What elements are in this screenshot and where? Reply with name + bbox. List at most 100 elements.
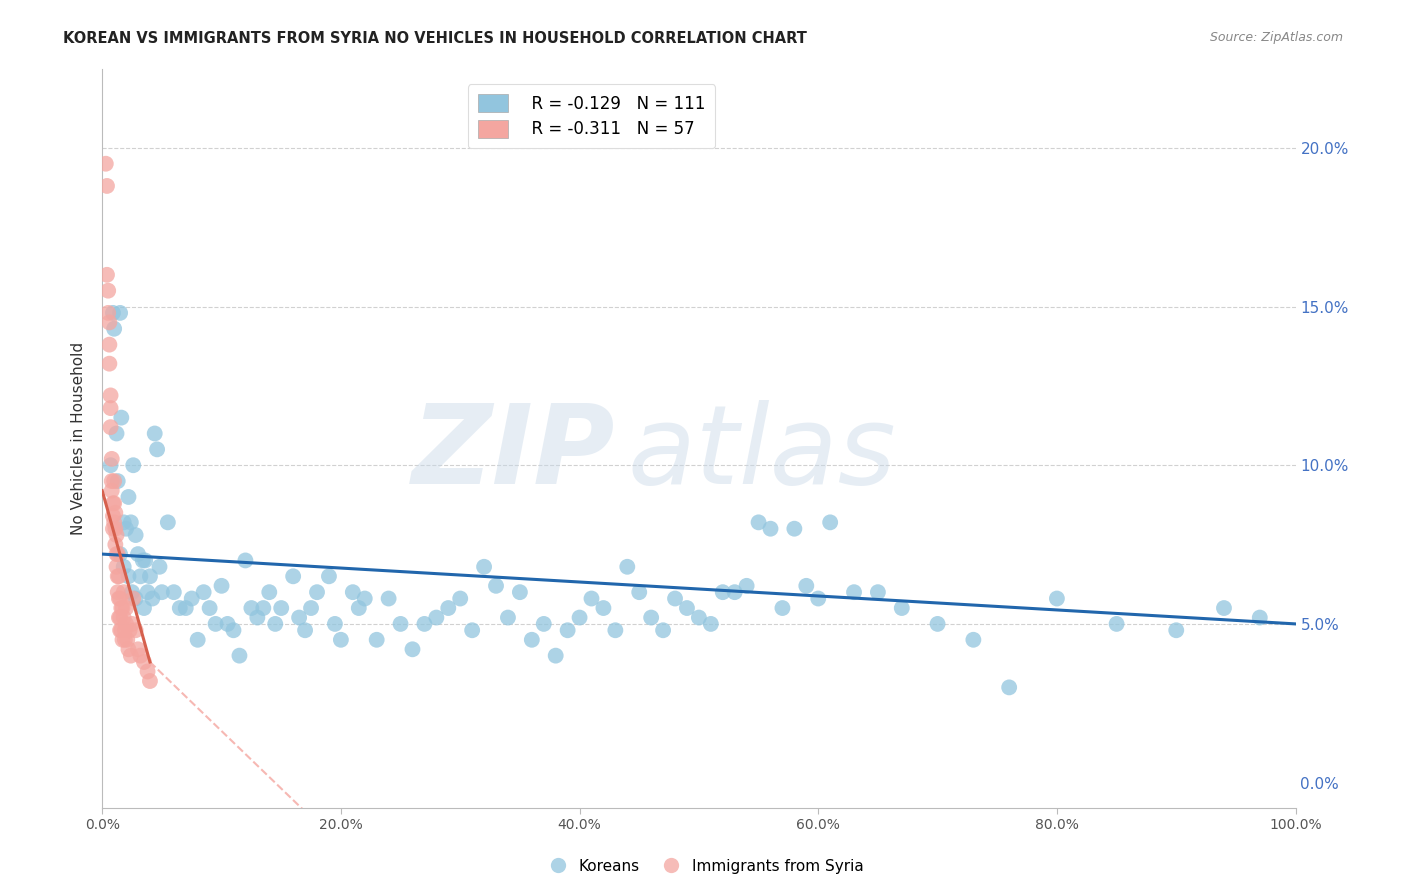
Point: [107, 569, 129, 583]
Point: [97, 284, 120, 298]
Point: [581, 591, 603, 606]
Point: [783, 522, 806, 536]
Point: [108, 610, 131, 624]
Point: [105, 426, 128, 441]
Point: [146, 442, 169, 457]
Point: [100, 401, 122, 416]
Point: [217, 616, 239, 631]
Point: [117, 490, 139, 504]
Point: [124, 624, 146, 638]
Point: [105, 559, 128, 574]
Point: [568, 610, 591, 624]
Point: [101, 306, 124, 320]
Point: [1213, 601, 1236, 615]
Point: [246, 610, 269, 624]
Point: [770, 601, 793, 615]
Point: [169, 601, 191, 615]
Point: [100, 388, 122, 402]
Point: [150, 585, 173, 599]
Point: [117, 569, 139, 583]
Point: [132, 601, 155, 615]
Point: [544, 648, 567, 663]
Point: [94, 157, 117, 171]
Point: [124, 591, 146, 606]
Point: [97, 306, 120, 320]
Point: [305, 585, 328, 599]
Point: [866, 585, 889, 599]
Point: [107, 547, 129, 561]
Point: [318, 569, 340, 583]
Point: [110, 601, 132, 615]
Point: [108, 591, 131, 606]
Text: atlas: atlas: [627, 400, 896, 507]
Point: [117, 642, 139, 657]
Point: [98, 337, 121, 351]
Point: [114, 632, 136, 647]
Point: [187, 632, 209, 647]
Point: [759, 522, 782, 536]
Point: [118, 624, 141, 638]
Point: [115, 601, 138, 615]
Point: [700, 616, 723, 631]
Point: [110, 624, 132, 638]
Point: [120, 516, 142, 530]
Point: [520, 632, 543, 647]
Point: [121, 616, 143, 631]
Point: [132, 655, 155, 669]
Point: [100, 420, 122, 434]
Point: [748, 516, 770, 530]
Point: [842, 585, 865, 599]
Text: KOREAN VS IMMIGRANTS FROM SYRIA NO VEHICLES IN HOUSEHOLD CORRELATION CHART: KOREAN VS IMMIGRANTS FROM SYRIA NO VEHIC…: [63, 31, 807, 46]
Point: [112, 585, 135, 599]
Point: [115, 616, 138, 631]
Point: [103, 496, 125, 510]
Point: [377, 591, 399, 606]
Point: [129, 648, 152, 663]
Point: [122, 458, 145, 473]
Point: [688, 610, 710, 624]
Point: [323, 616, 346, 631]
Point: [1166, 624, 1188, 638]
Point: [413, 616, 436, 631]
Point: [605, 624, 627, 638]
Point: [329, 632, 352, 647]
Point: [1105, 616, 1128, 631]
Point: [711, 585, 734, 599]
Point: [127, 547, 149, 561]
Point: [724, 585, 747, 599]
Point: [129, 569, 152, 583]
Point: [347, 601, 370, 615]
Point: [114, 624, 136, 638]
Point: [112, 610, 135, 624]
Point: [222, 624, 245, 638]
Point: [117, 632, 139, 647]
Point: [252, 601, 274, 615]
Point: [110, 410, 132, 425]
Point: [112, 559, 135, 574]
Point: [103, 516, 125, 530]
Point: [112, 516, 135, 530]
Point: [927, 616, 949, 631]
Point: [174, 601, 197, 615]
Point: [122, 591, 145, 606]
Point: [472, 559, 495, 574]
Point: [509, 585, 531, 599]
Point: [557, 624, 579, 638]
Point: [127, 642, 149, 657]
Point: [299, 601, 322, 615]
Point: [100, 483, 122, 498]
Point: [204, 616, 226, 631]
Point: [105, 528, 128, 542]
Point: [107, 474, 129, 488]
Point: [485, 579, 508, 593]
Point: [103, 322, 125, 336]
Point: [104, 506, 127, 520]
Point: [104, 522, 127, 536]
Point: [96, 178, 118, 193]
Point: [120, 648, 142, 663]
Point: [105, 547, 128, 561]
Point: [156, 516, 179, 530]
Point: [818, 516, 841, 530]
Point: [101, 508, 124, 523]
Point: [401, 642, 423, 657]
